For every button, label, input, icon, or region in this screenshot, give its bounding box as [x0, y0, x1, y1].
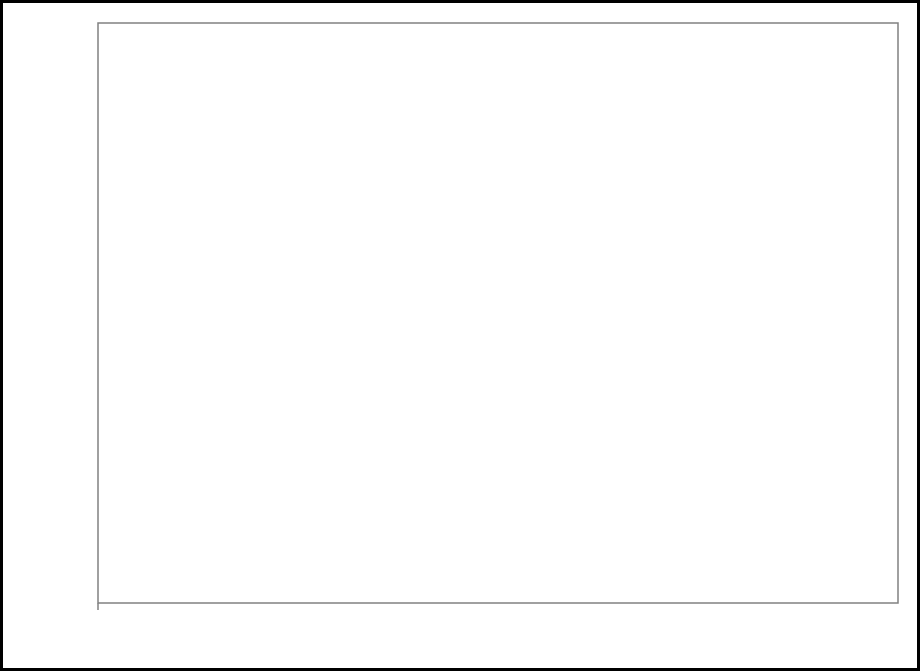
temperature-chart [3, 3, 917, 668]
chart-frame [0, 0, 920, 671]
